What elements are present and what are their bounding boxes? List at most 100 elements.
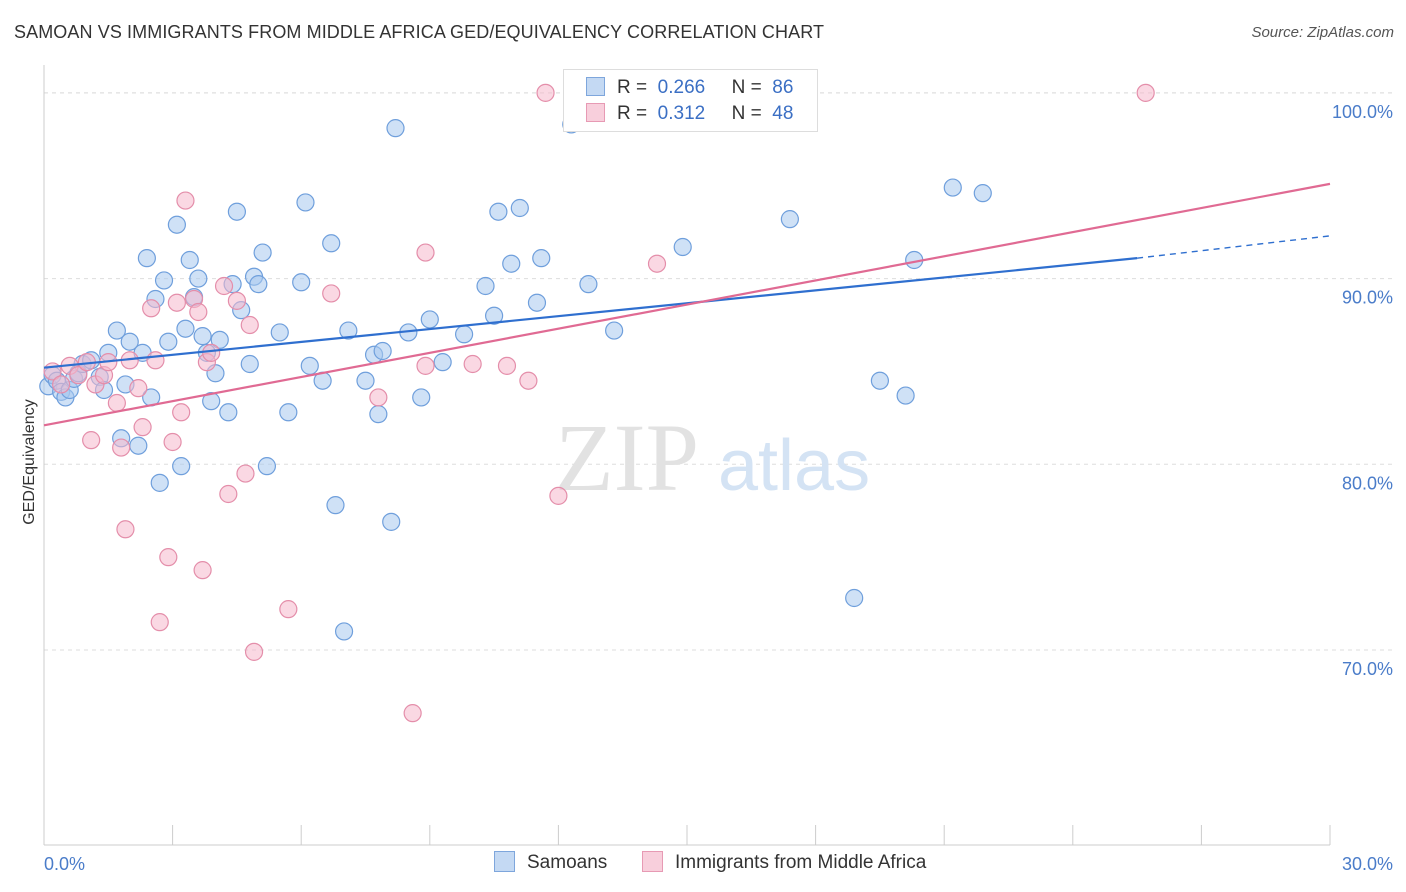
samoans-point [532,249,551,268]
samoans-point [120,332,139,351]
legend-row-samoans: R = 0.266 N = 86 [586,77,793,101]
samoans-point [202,392,221,411]
samoans-point [502,254,521,273]
samoans-point [296,193,315,212]
trend-lines [43,182,1331,427]
samoans-point [943,178,962,197]
legend-swatch-blue [586,77,605,96]
bottom-legend-swatch-pink [642,851,663,872]
immigrants-point [519,371,538,390]
immigrants-point [240,315,259,335]
samoans-point [412,388,431,407]
immigrants-point [193,561,212,580]
immigrants-point [107,393,126,413]
samoans-trend-line [43,257,1138,369]
samoans-point [386,119,405,138]
immigrants-trend-line [43,182,1331,427]
samoans-point [973,184,992,203]
samoans-point [159,332,178,351]
immigrants-point [202,343,221,362]
immigrants-point [176,191,195,210]
immigrants-point [167,293,186,312]
samoans-point [896,386,915,405]
legend-r-value: 0.266 [657,77,706,98]
samoans-point [485,306,504,325]
immigrants-point [189,302,208,322]
immigrants-point [403,704,422,723]
y-tick-label: 80.0% [1342,473,1393,493]
legend-n-label: N = [731,103,762,124]
axis-labels: 70.0% 80.0% 90.0% 100.0% 0.0% 30.0% [44,102,1393,874]
immigrants-point [1136,83,1155,102]
immigrants-point [244,642,264,661]
samoans-point [150,473,169,492]
immigrants-point [116,520,135,539]
samoans-point [373,341,392,361]
samoans-point [382,512,401,531]
samoans-point [870,371,890,390]
watermark: ZIP atlas [555,404,870,511]
samoans-point [292,273,311,292]
samoans-point [356,371,375,390]
legend-row-immigrants: R = 0.312 N = 48 [586,103,793,127]
data-points [39,83,1155,723]
samoans-point [300,356,319,375]
immigrants-point [219,484,238,504]
immigrants-point [172,403,191,422]
immigrants-point [236,464,255,483]
watermark-atlas: atlas [718,426,870,506]
samoans-trend-extension [1137,235,1331,259]
immigrants-point [416,243,435,262]
x-tick-label: 30.0% [1342,854,1393,874]
watermark-zip: ZIP [555,404,699,511]
immigrants-point [322,284,341,303]
immigrants-point [536,83,555,102]
samoans-point [129,436,148,455]
y-tick-label: 70.0% [1342,659,1393,679]
samoans-point [240,354,259,374]
immigrants-point [82,431,101,450]
samoans-point [510,198,529,218]
immigrants-point [52,375,71,394]
samoans-point [579,275,598,294]
immigrants-point [159,548,178,567]
samoans-point [172,457,191,476]
immigrants-point [129,379,148,398]
chart-title: SAMOAN VS IMMIGRANTS FROM MIDDLE AFRICA … [14,22,825,42]
immigrants-point [69,366,88,385]
samoans-point [369,405,388,424]
bottom-legend-samoans: Samoans [494,851,607,874]
y-tick-label: 100.0% [1332,102,1393,122]
samoans-point [257,457,277,476]
immigrants-point [163,432,182,452]
samoans-point [845,588,864,608]
samoans-point [253,243,272,262]
immigrants-point [647,254,667,273]
samoans-point [180,250,199,270]
axes [43,65,1331,846]
immigrants-point [279,600,298,619]
immigrants-point [112,438,131,457]
immigrants-point [463,354,482,374]
samoans-point [334,622,354,641]
legend-r-label: R = [617,103,648,124]
bottom-legend-label: Samoans [527,852,608,873]
bottom-legend-label: Immigrants from Middle Africa [675,852,927,873]
samoans-point [189,269,208,288]
samoans-point [219,403,238,422]
samoans-point [780,210,799,229]
samoans-point [339,321,358,340]
samoans-point [476,276,495,296]
samoans-point [279,403,298,422]
samoans-point [326,496,345,515]
legend-r-label: R = [617,77,648,98]
y-axis-title: GED/Equivalency [21,399,38,524]
samoans-point [527,293,547,312]
x-tick-label: 0.0% [44,854,85,874]
samoans-point [107,321,126,340]
samoans-point [605,321,624,340]
samoans-point [322,234,341,253]
samoans-point [249,275,268,294]
samoans-point [489,202,508,221]
